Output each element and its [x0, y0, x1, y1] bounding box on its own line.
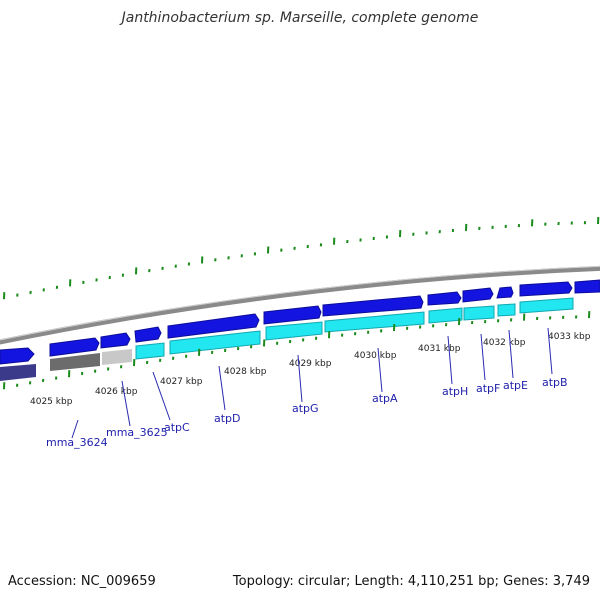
gene-label[interactable]: atpH [442, 385, 468, 398]
gene-leader-lines [71, 327, 553, 439]
cds-block[interactable] [0, 364, 36, 381]
kbp-label: 4027 kbp [160, 377, 203, 387]
gene-arrow[interactable] [574, 279, 600, 294]
gene-label[interactable]: mma_3624 [46, 436, 108, 449]
kbp-label: 4030 kbp [354, 351, 397, 361]
gene-label[interactable]: atpE [503, 379, 528, 392]
gene-label[interactable]: atpD [214, 412, 241, 425]
gene-arrow[interactable] [322, 295, 424, 317]
gene-arrow[interactable] [263, 305, 322, 325]
forward-gene-track [0, 279, 600, 365]
kbp-label: 4026 kbp [95, 387, 138, 397]
gene-label[interactable]: mma_3625 [106, 426, 168, 439]
kbp-label: 4025 kbp [30, 397, 73, 407]
kbp-label: 4031 kbp [418, 344, 461, 354]
cds-block[interactable] [428, 307, 463, 324]
accession-label: Accession: NC_009659 [8, 574, 156, 589]
gene-arrow[interactable] [100, 332, 131, 349]
genome-summary: Topology: circular; Length: 4,110,251 bp… [232, 574, 590, 589]
genome-backbone [0, 265, 600, 345]
gene-arrow[interactable] [427, 291, 462, 306]
inner-tick-marks [3, 311, 591, 390]
gene-label[interactable]: atpC [164, 421, 190, 434]
gene-label[interactable]: atpF [476, 382, 500, 395]
cds-block[interactable] [519, 297, 574, 314]
gene-arrow[interactable] [167, 313, 260, 339]
kbp-label: 4032 kbp [483, 338, 526, 348]
cds-block[interactable] [497, 303, 516, 317]
kbp-label: 4033 kbp [548, 332, 591, 342]
genome-backbone-highlight [0, 265, 600, 341]
gene-arrow[interactable] [0, 347, 35, 365]
cds-block[interactable] [463, 305, 495, 321]
gene-label[interactable]: atpG [292, 402, 319, 415]
kbp-label: 4028 kbp [224, 367, 267, 377]
cds-block[interactable] [50, 353, 100, 371]
gene-arrow[interactable] [49, 337, 100, 357]
cds-block[interactable] [169, 330, 261, 355]
kbp-label: 4029 kbp [289, 359, 332, 369]
gene-arrow[interactable] [496, 286, 514, 299]
gene-arrow[interactable] [134, 326, 162, 343]
cds-block[interactable] [102, 349, 132, 365]
gene-label[interactable]: atpA [372, 392, 398, 405]
cds-block[interactable] [135, 342, 165, 360]
gene-label[interactable]: atpB [542, 376, 568, 389]
gene-arrow[interactable] [462, 287, 494, 303]
gene-arrow[interactable] [519, 281, 573, 297]
cds-block[interactable] [324, 311, 425, 333]
cds-block[interactable] [265, 321, 323, 341]
map-title: Janthinobacterium sp. Marseille, complet… [121, 10, 479, 26]
outer-tick-marks [3, 216, 600, 300]
cds-track [0, 297, 574, 381]
